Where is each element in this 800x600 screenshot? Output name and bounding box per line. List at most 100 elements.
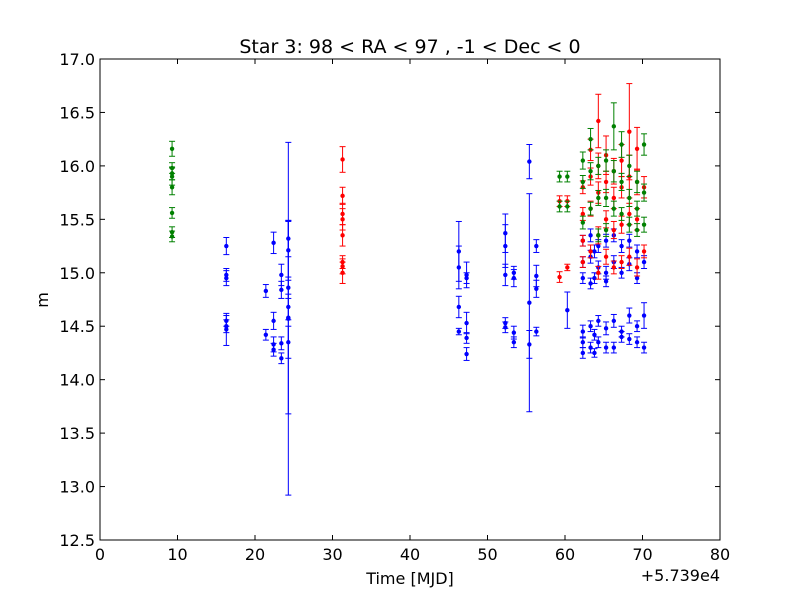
data-point — [611, 318, 617, 324]
data-point — [580, 158, 586, 163]
data-point — [580, 238, 586, 243]
data-point — [596, 340, 601, 345]
data-point — [557, 274, 562, 280]
data-point — [565, 174, 570, 179]
data-point — [580, 220, 586, 225]
data-point — [627, 129, 632, 134]
data-point — [588, 249, 593, 254]
data-point — [603, 238, 609, 243]
data-point — [634, 324, 640, 329]
data-point — [596, 233, 601, 238]
data-point — [611, 227, 617, 233]
data-point — [619, 259, 624, 265]
data-point — [603, 195, 609, 201]
data-point — [271, 318, 276, 324]
data-point — [619, 222, 624, 227]
data-point — [580, 275, 586, 281]
data-point — [588, 136, 593, 142]
data-point — [641, 222, 647, 227]
y-tick-label: 17.0 — [59, 50, 95, 69]
data-point — [596, 243, 601, 249]
data-point — [627, 254, 632, 259]
data-point — [534, 273, 539, 279]
data-point — [464, 320, 469, 326]
data-point — [340, 270, 345, 275]
data-point — [634, 206, 640, 211]
x-axis: 0 10 20 30 40 50 60 70 80 — [95, 59, 730, 564]
data-point — [565, 265, 570, 270]
data-point — [534, 243, 539, 249]
data-point — [565, 204, 570, 209]
series-0 — [223, 141, 648, 496]
data-point — [641, 190, 647, 195]
data-point — [557, 204, 562, 209]
data-point — [279, 341, 284, 346]
data-point — [634, 146, 640, 151]
y-tick-label: 15.5 — [59, 210, 95, 229]
data-point — [169, 210, 175, 216]
y-tick-label: 14.0 — [59, 371, 95, 390]
data-point — [619, 270, 624, 275]
data-point — [603, 217, 609, 222]
data-point — [627, 313, 632, 318]
data-point — [596, 270, 601, 275]
data-point — [271, 347, 276, 352]
y-tick-label: 16.5 — [59, 103, 95, 122]
data-point — [527, 300, 532, 305]
data-point — [340, 157, 345, 162]
data-point — [619, 179, 624, 185]
y-tick-label: 16.0 — [59, 157, 95, 176]
data-point — [619, 211, 624, 217]
data-point — [511, 275, 517, 281]
data-point — [611, 124, 617, 129]
data-point — [619, 142, 624, 147]
data-point — [534, 286, 539, 292]
data-point — [456, 265, 462, 270]
data-point — [627, 163, 632, 169]
y-tick-label: 12.5 — [59, 531, 95, 550]
data-point — [169, 174, 175, 179]
data-point — [596, 318, 601, 324]
data-point — [634, 179, 640, 185]
data-point — [279, 287, 284, 293]
data-point — [456, 304, 462, 310]
x-tick-label: 0 — [95, 545, 105, 564]
data-point — [641, 345, 647, 350]
data-point — [456, 329, 462, 334]
x-tick-label: 50 — [477, 545, 497, 564]
y-tick-label: 13.5 — [59, 424, 95, 443]
x-tick-label: 60 — [555, 545, 575, 564]
data-point — [634, 217, 640, 222]
x-tick-label: 10 — [167, 545, 187, 564]
data-point — [340, 193, 345, 199]
data-point — [611, 345, 617, 350]
data-point — [464, 351, 469, 357]
data-point — [611, 169, 617, 174]
x-offset-label: +5.739e4 — [641, 566, 720, 585]
series-2 — [169, 102, 648, 243]
data-point — [565, 307, 570, 313]
data-point — [627, 336, 632, 342]
data-point — [619, 158, 624, 163]
data-point — [603, 270, 609, 275]
data-point — [580, 350, 586, 356]
data-point — [627, 222, 632, 227]
data-point — [263, 288, 269, 294]
data-point — [588, 281, 593, 286]
data-point — [611, 206, 617, 211]
data-point — [603, 254, 609, 259]
data-point — [641, 142, 647, 147]
data-point — [224, 275, 229, 281]
data-point — [592, 350, 597, 356]
data-point — [641, 259, 647, 265]
data-point — [603, 345, 609, 350]
data-point — [619, 243, 624, 249]
data-point — [603, 179, 609, 185]
data-point — [641, 249, 647, 254]
data-point — [580, 259, 586, 265]
data-point — [511, 330, 517, 335]
data-point — [588, 206, 593, 211]
data-point — [619, 334, 624, 340]
series-1 — [339, 83, 648, 284]
